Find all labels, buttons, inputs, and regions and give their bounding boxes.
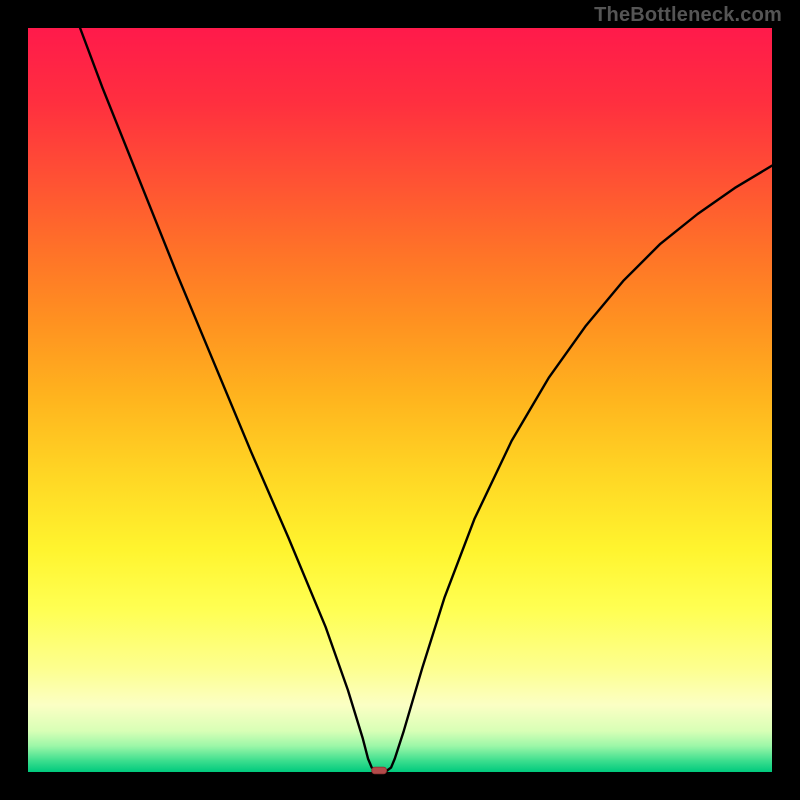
optimal-point-marker xyxy=(372,767,387,774)
chart-container: { "watermark": { "text": "TheBottleneck.… xyxy=(0,0,800,800)
gradient-background xyxy=(28,28,772,772)
bottleneck-chart xyxy=(0,0,800,800)
